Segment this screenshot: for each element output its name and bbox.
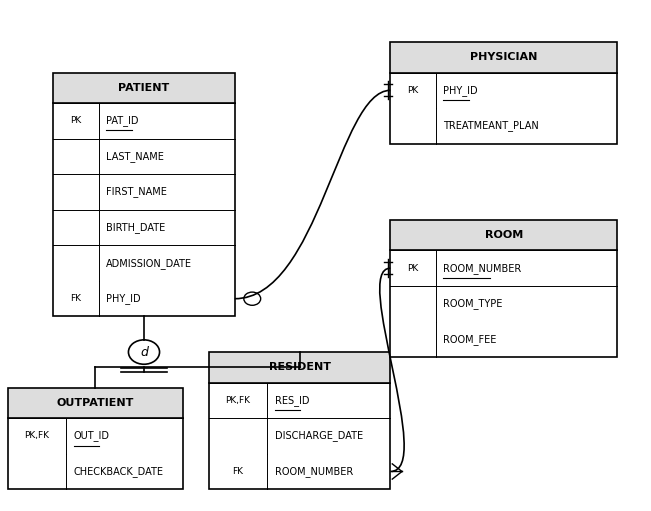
Text: TREATMEANT_PLAN: TREATMEANT_PLAN [443, 121, 539, 131]
Text: DISCHARGE_DATE: DISCHARGE_DATE [275, 430, 363, 442]
Bar [391, 42, 617, 144]
Text: PHYSICIAN: PHYSICIAN [470, 52, 538, 62]
Text: OUT_ID: OUT_ID [74, 430, 110, 442]
Bar [391, 220, 617, 357]
Bar [391, 220, 617, 357]
Text: PHY_ID: PHY_ID [106, 293, 141, 304]
Bar [8, 388, 183, 489]
Text: PK: PK [408, 86, 419, 95]
Text: ROOM: ROOM [484, 230, 523, 240]
Text: OUTPATIENT: OUTPATIENT [57, 398, 134, 408]
Bar [53, 73, 235, 103]
Text: FK: FK [232, 467, 243, 476]
Text: PHY_ID: PHY_ID [443, 85, 478, 96]
Text: PK: PK [70, 117, 81, 125]
Text: ROOM_NUMBER: ROOM_NUMBER [275, 466, 353, 477]
Text: PK,FK: PK,FK [225, 396, 251, 405]
Bar [53, 73, 235, 316]
Bar [391, 220, 617, 250]
Text: ADMISSION_DATE: ADMISSION_DATE [106, 258, 193, 269]
Text: CHECKBACK_DATE: CHECKBACK_DATE [74, 466, 164, 477]
Text: ROOM_NUMBER: ROOM_NUMBER [443, 263, 521, 274]
Text: FIRST_NAME: FIRST_NAME [106, 187, 167, 197]
Bar [8, 388, 183, 489]
Text: PAT_ID: PAT_ID [106, 115, 139, 126]
Bar [53, 73, 235, 316]
Text: PATIENT: PATIENT [118, 83, 170, 93]
Text: FK: FK [70, 294, 81, 303]
Text: ROOM_FEE: ROOM_FEE [443, 334, 497, 345]
Text: d: d [140, 345, 148, 359]
Text: RESIDENT: RESIDENT [269, 362, 331, 373]
Bar [391, 42, 617, 73]
Text: LAST_NAME: LAST_NAME [106, 151, 164, 162]
Bar [209, 352, 391, 383]
Bar [209, 352, 391, 489]
Text: BIRTH_DATE: BIRTH_DATE [106, 222, 165, 233]
Text: PK: PK [408, 264, 419, 273]
Text: ROOM_TYPE: ROOM_TYPE [443, 298, 503, 309]
Text: PK,FK: PK,FK [25, 431, 49, 440]
Bar [8, 388, 183, 418]
Bar [391, 42, 617, 144]
Bar [209, 352, 391, 489]
Text: RES_ID: RES_ID [275, 395, 309, 406]
